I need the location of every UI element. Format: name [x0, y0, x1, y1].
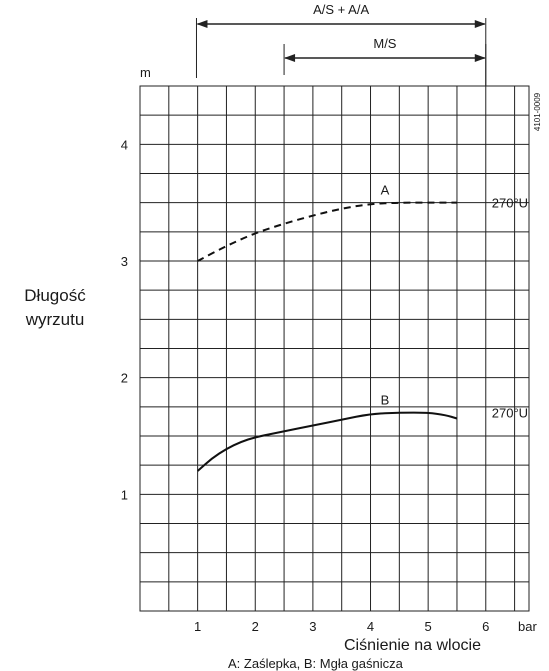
y-axis-title-line1: Długość — [24, 286, 86, 305]
x-tick-label: 6 — [482, 619, 489, 634]
range-arrows: A/S + A/A M/S — [195, 2, 487, 86]
y-tick-label: 3 — [121, 254, 128, 269]
series-line-A — [197, 201, 457, 262]
series-end-label: 270°U — [492, 406, 528, 421]
y-tick-label: 2 — [121, 371, 128, 386]
arrow-head-icon — [474, 54, 486, 62]
series-name-label: B — [381, 393, 390, 408]
y-unit-label: m — [140, 65, 151, 80]
y-tick-label: 1 — [121, 487, 128, 502]
x-unit-label: bar — [518, 619, 537, 634]
series-name-label: A — [381, 183, 390, 198]
range-label: A/S + A/A — [313, 2, 369, 17]
series-end-label: 270°U — [492, 196, 528, 211]
arrow-head-icon — [196, 20, 208, 28]
series-line-B — [196, 411, 458, 472]
document-code: 4101-0009 — [533, 92, 542, 131]
axis-ticks: 1 2 3 4 5 6 1 2 3 4 — [121, 137, 490, 634]
series-lines: A 270°U B 270°U — [196, 183, 528, 472]
x-tick-label: 3 — [309, 619, 316, 634]
arrow-head-icon — [474, 20, 486, 28]
y-axis-title: Długość wyrzutu — [0, 284, 110, 332]
chart-grid — [139, 85, 530, 612]
y-tick-label: 4 — [121, 137, 128, 152]
x-tick-label: 2 — [252, 619, 259, 634]
x-axis-title: Ciśnienie na wlocie — [344, 637, 481, 654]
arrow-head-icon — [284, 54, 296, 62]
y-axis-title-line2: wyrzutu — [25, 310, 85, 329]
x-tick-label: 1 — [194, 619, 201, 634]
range-label: M/S — [373, 36, 396, 51]
x-tick-label: 4 — [367, 619, 374, 634]
x-tick-label: 5 — [425, 619, 432, 634]
